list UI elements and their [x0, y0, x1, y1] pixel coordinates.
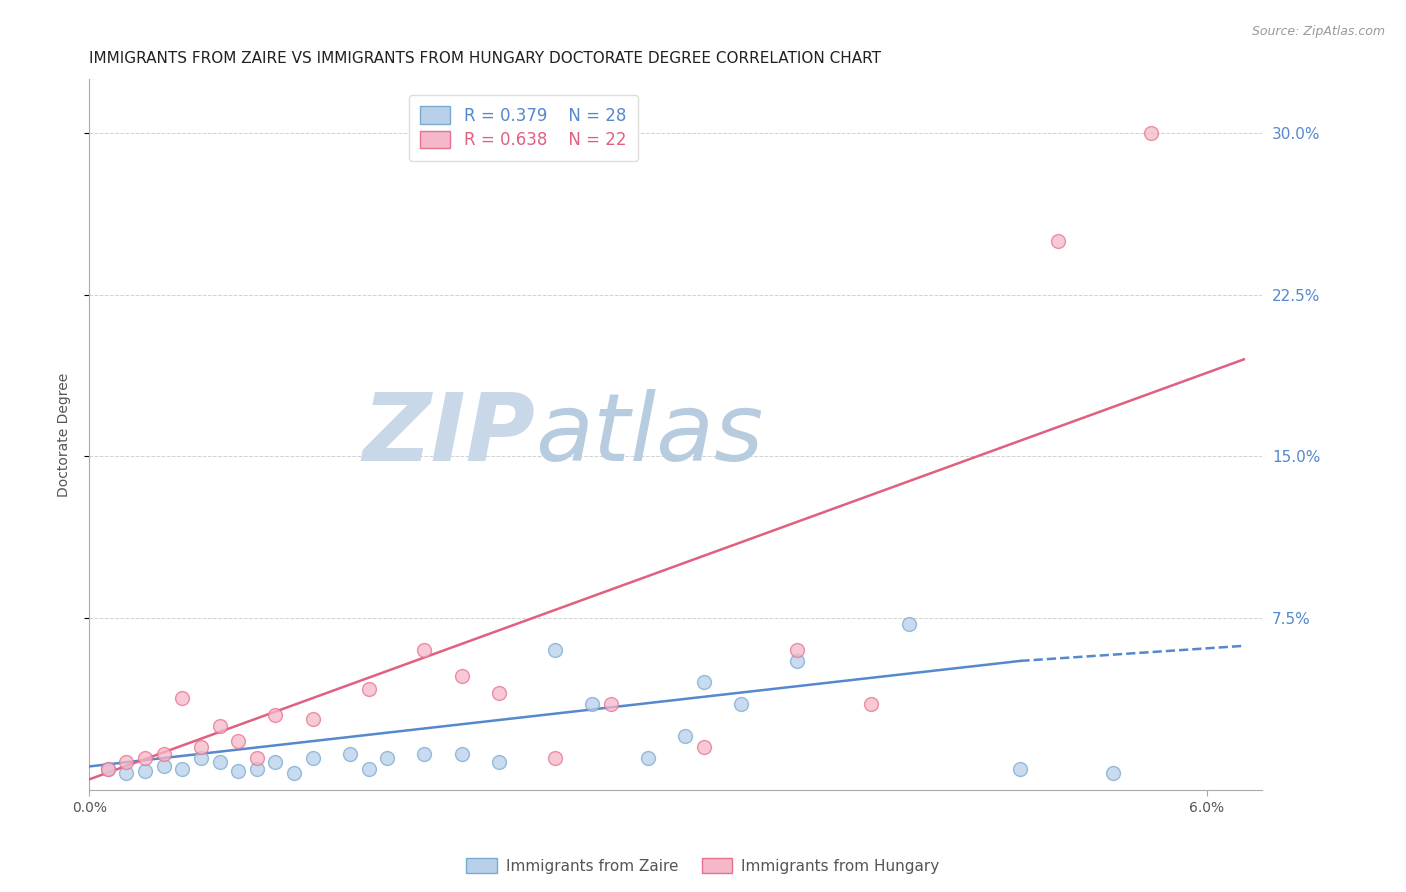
Point — [226, 733, 249, 747]
Legend: Immigrants from Zaire, Immigrants from Hungary: Immigrants from Zaire, Immigrants from H… — [460, 852, 946, 880]
Text: ZIP: ZIP — [363, 389, 536, 481]
Point — [673, 729, 696, 743]
Point — [450, 669, 472, 683]
Point — [190, 751, 212, 765]
Point — [599, 697, 621, 711]
Point — [301, 751, 323, 765]
Text: Source: ZipAtlas.com: Source: ZipAtlas.com — [1251, 25, 1385, 38]
Point — [172, 762, 194, 776]
Point — [301, 712, 323, 726]
Point — [208, 755, 231, 769]
Legend: R = 0.379    N = 28, R = 0.638    N = 22: R = 0.379 N = 28, R = 0.638 N = 22 — [409, 95, 638, 161]
Point — [581, 697, 603, 711]
Point — [172, 690, 194, 705]
Point — [730, 697, 752, 711]
Point — [1046, 234, 1069, 248]
Point — [544, 751, 567, 765]
Point — [208, 718, 231, 732]
Point — [637, 751, 659, 765]
Point — [1010, 762, 1032, 776]
Point — [283, 765, 305, 780]
Point — [152, 747, 174, 761]
Point — [134, 751, 156, 765]
Point — [375, 751, 398, 765]
Point — [226, 764, 249, 778]
Point — [413, 643, 436, 657]
Point — [339, 747, 361, 761]
Y-axis label: Doctorate Degree: Doctorate Degree — [58, 373, 72, 497]
Point — [246, 751, 269, 765]
Point — [97, 762, 120, 776]
Point — [115, 755, 138, 769]
Point — [693, 740, 716, 755]
Point — [413, 747, 436, 761]
Point — [786, 654, 808, 668]
Text: IMMIGRANTS FROM ZAIRE VS IMMIGRANTS FROM HUNGARY DOCTORATE DEGREE CORRELATION CH: IMMIGRANTS FROM ZAIRE VS IMMIGRANTS FROM… — [89, 51, 882, 66]
Text: atlas: atlas — [536, 389, 763, 480]
Point — [897, 617, 920, 632]
Point — [264, 707, 287, 722]
Point — [860, 697, 883, 711]
Point — [1102, 765, 1125, 780]
Point — [246, 762, 269, 776]
Point — [786, 643, 808, 657]
Point — [693, 675, 716, 690]
Point — [152, 759, 174, 773]
Point — [264, 755, 287, 769]
Point — [450, 747, 472, 761]
Point — [357, 681, 380, 696]
Point — [488, 755, 510, 769]
Point — [357, 762, 380, 776]
Point — [115, 765, 138, 780]
Point — [134, 764, 156, 778]
Point — [97, 762, 120, 776]
Point — [544, 643, 567, 657]
Point — [190, 740, 212, 755]
Point — [1139, 126, 1161, 140]
Point — [488, 686, 510, 700]
